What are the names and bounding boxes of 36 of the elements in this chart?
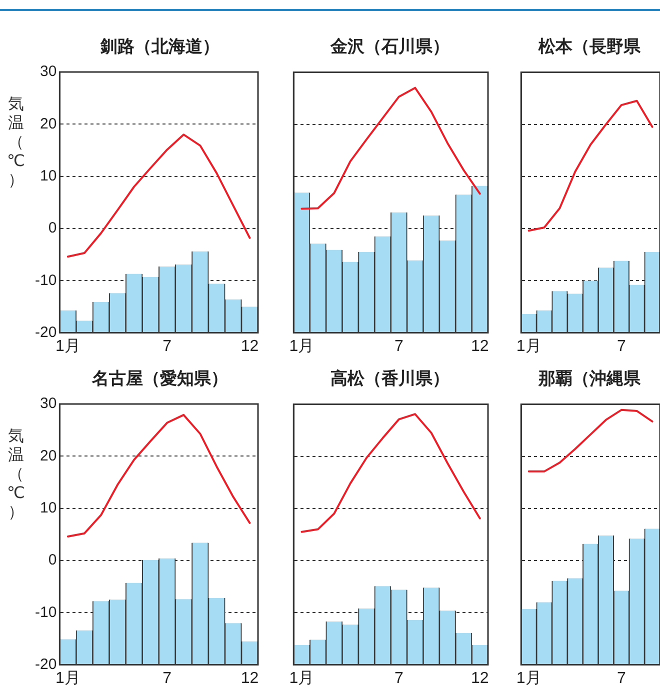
y-tick-label: 10 [40,167,57,184]
x-tick-label: 1月 [516,338,542,355]
x-tick-label: 12 [240,338,259,355]
y-tick-label: -10 [34,272,57,289]
y-tick-label: -20 [34,656,57,673]
x-tick-label: 1月 [55,670,80,687]
chart-title: 那覇（沖縄県 [537,368,642,391]
x-tick-label: 1月 [55,338,80,355]
x-tick-label: 7 [616,670,626,687]
x-tick-label: 7 [162,670,172,687]
chart-title: 松本（長野県 [537,36,642,59]
x-tick-label: 12 [471,338,489,355]
y-tick-label: 30 [40,63,57,80]
chart-title: 金沢（石川県） [330,36,450,59]
y-axis-title: 気温（℃） [6,94,26,189]
x-tick-label: 12 [471,670,489,687]
x-tick-label: 7 [616,338,626,355]
x-tick-label: 7 [394,670,404,687]
x-tick-label: 1月 [289,670,314,687]
x-tick-label: 12 [240,670,259,687]
chart-title: 名古屋（愛知県） [90,368,229,391]
y-tick-label: 30 [40,395,57,412]
y-tick-label: 0 [48,220,57,237]
y-tick-label: 20 [40,115,57,132]
y-axis-title: 気温（℃） [6,426,26,521]
y-tick-label: 20 [40,447,57,464]
x-tick-label: 1月 [516,670,542,687]
y-tick-label: -10 [34,604,57,621]
x-tick-label: 7 [394,338,404,355]
chart-title: 釧路（北海道） [99,36,220,59]
y-tick-label: 10 [40,499,57,516]
y-tick-label: -20 [34,324,57,341]
chart-title: 高松（香川県） [330,368,450,391]
x-tick-label: 7 [162,338,172,355]
y-tick-label: 0 [48,552,57,569]
x-tick-label: 1月 [289,338,314,355]
